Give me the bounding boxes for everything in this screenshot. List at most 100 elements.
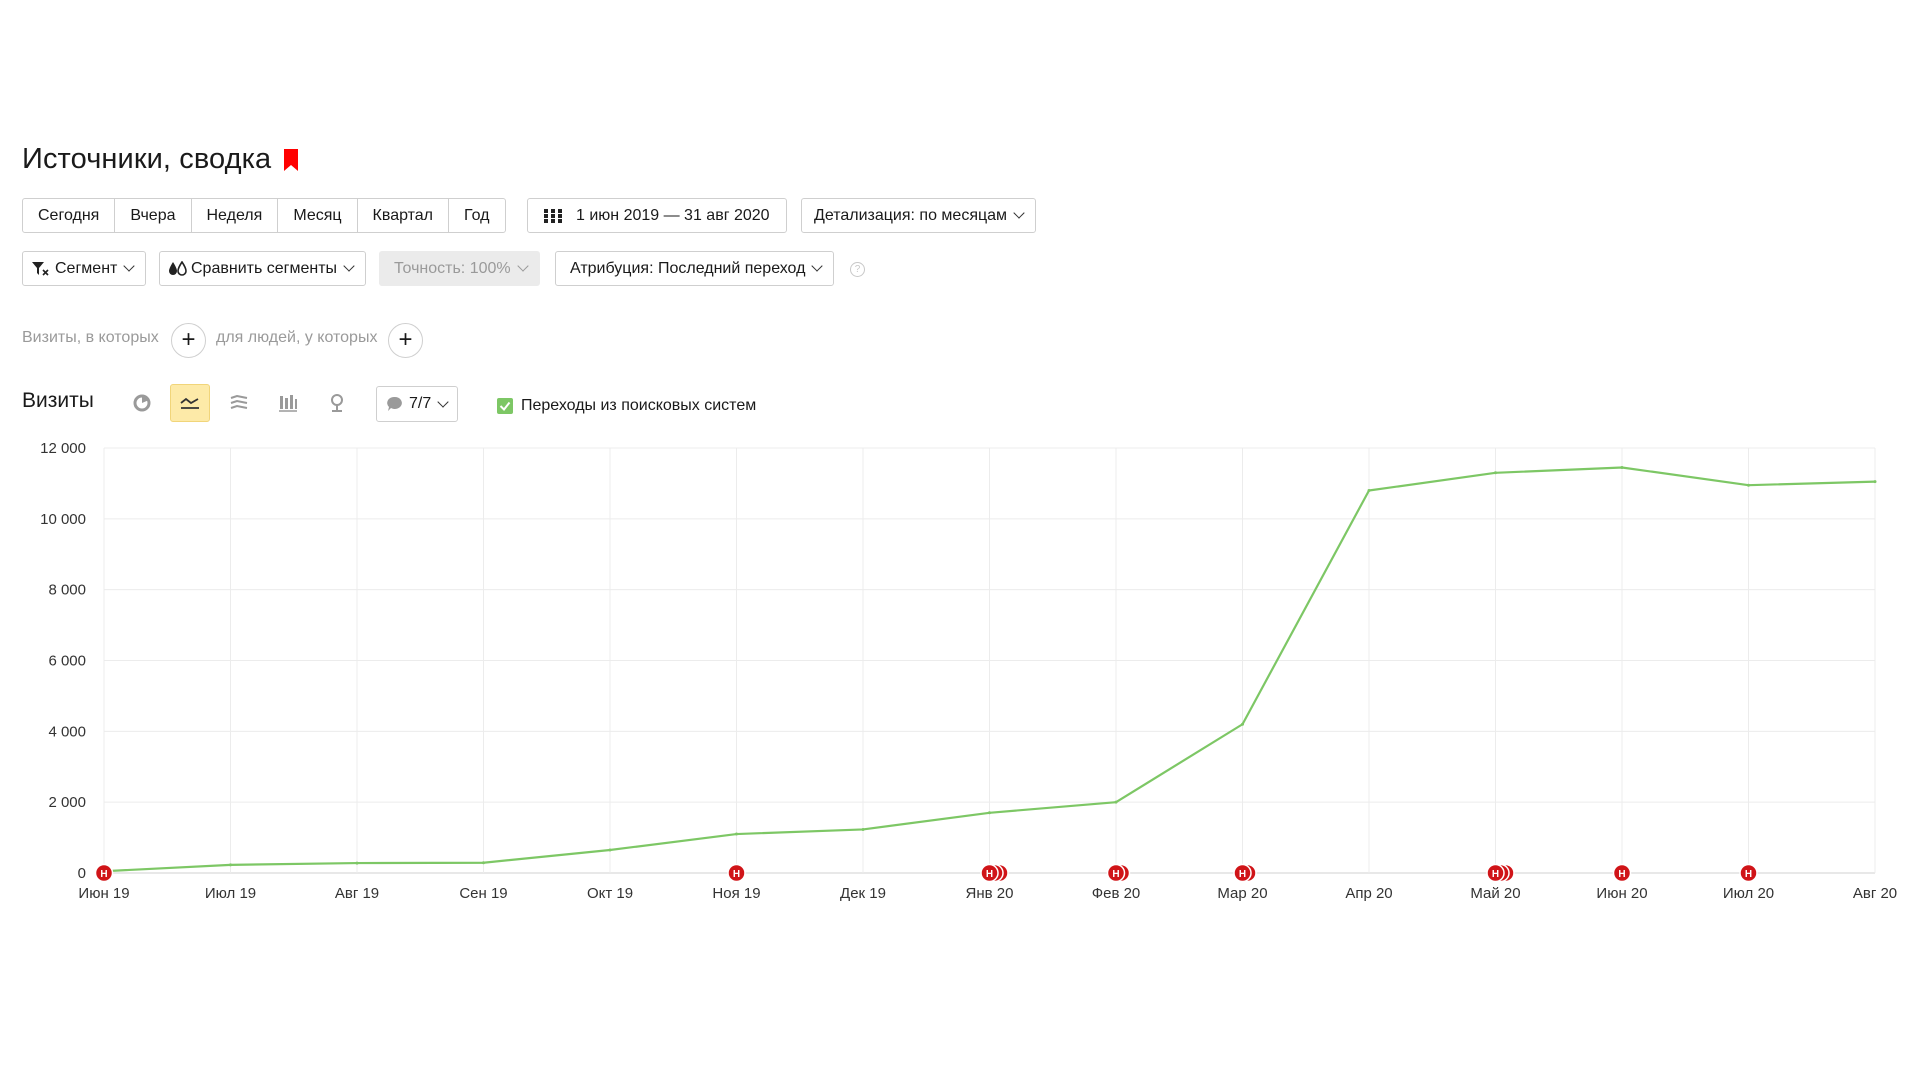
period-yesterday-button[interactable]: Вчера [115, 199, 192, 232]
annotation-marker[interactable]: Н [94, 863, 114, 883]
x-tick-label: Ноя 19 [712, 885, 760, 902]
area-chart-button[interactable] [219, 384, 259, 422]
map-chart-button[interactable] [317, 384, 357, 422]
x-tick-label: Янв 20 [966, 885, 1014, 902]
plus-icon: + [398, 325, 413, 353]
y-tick-label: 8 000 [48, 582, 86, 599]
accuracy-dropdown[interactable]: Точность: 100% [379, 251, 540, 286]
data-point[interactable] [1367, 489, 1371, 492]
add-people-condition-button[interactable]: + [388, 323, 423, 358]
date-range-button[interactable]: 1 июн 2019 — 31 авг 2020 [527, 198, 787, 233]
series-checkbox[interactable] [497, 398, 513, 414]
annotation-marker[interactable]: Н [1739, 863, 1758, 883]
annotation-marker[interactable]: Н [1612, 863, 1632, 883]
annotation-dot [1106, 863, 1126, 883]
annotation-letter: Н [1112, 869, 1119, 880]
x-tick-label: Фев 20 [1092, 885, 1141, 902]
page-title: Источники, сводка [22, 143, 272, 175]
funnel-icon [31, 261, 49, 277]
visits-filter-label: Визиты, в которых [22, 329, 159, 346]
period-selector: Сегодня Вчера Неделя Месяц Квартал Год [22, 198, 506, 233]
annotation-letter: Н [1618, 869, 1625, 880]
line-chart-icon [180, 397, 199, 409]
annotation-marker[interactable]: Н [727, 863, 746, 883]
chevron-down-icon [1013, 207, 1025, 219]
y-tick-label: 10 000 [40, 511, 86, 528]
x-tick-label: Июн 20 [1596, 885, 1647, 902]
y-tick-label: 0 [78, 865, 86, 882]
x-tick-label: Май 20 [1470, 885, 1520, 902]
period-today-button[interactable]: Сегодня [23, 199, 116, 232]
attribution-dropdown[interactable]: Атрибуция: Последний переход [555, 251, 835, 286]
annotation-marker[interactable]: Н [980, 863, 1009, 883]
y-tick-label: 4 000 [48, 723, 86, 740]
x-tick-label: Дек 19 [840, 885, 886, 902]
x-tick-label: Апр 20 [1345, 885, 1392, 902]
bar-chart-icon [279, 395, 297, 412]
data-point[interactable] [608, 848, 612, 852]
data-point[interactable] [1494, 471, 1497, 475]
data-point[interactable] [355, 861, 359, 865]
period-week-button[interactable]: Неделя [192, 199, 279, 232]
period-month-button[interactable]: Месяц [278, 199, 358, 232]
annotation-letter: Н [986, 869, 993, 880]
annotation-letter: Н [100, 869, 107, 880]
chevron-down-icon [343, 260, 355, 272]
data-point[interactable] [1620, 465, 1624, 469]
data-point[interactable] [735, 832, 738, 836]
annotation-dot [727, 863, 746, 883]
line-chart-button[interactable] [170, 384, 210, 422]
pie-chart-button[interactable] [122, 384, 162, 422]
x-tick-label: Июн 19 [78, 885, 129, 902]
area-chart-icon [230, 395, 248, 409]
checkmark-icon [499, 401, 511, 412]
chevron-down-icon [516, 260, 529, 272]
x-tick-label: Сен 19 [459, 885, 507, 902]
data-point[interactable] [1241, 722, 1244, 726]
add-visits-condition-button[interactable]: + [171, 323, 206, 358]
annotation-marker[interactable]: Н [1106, 863, 1131, 883]
annotation-marker[interactable]: Н [1486, 863, 1515, 883]
data-point[interactable] [1873, 480, 1877, 484]
bar-chart-button[interactable] [268, 384, 308, 422]
period-quarter-button[interactable]: Квартал [358, 199, 450, 232]
x-tick-label: Июл 20 [1723, 885, 1774, 902]
data-point[interactable] [1114, 800, 1118, 804]
annotation-dot [94, 863, 114, 883]
data-point[interactable] [988, 811, 991, 815]
y-tick-label: 12 000 [40, 440, 86, 457]
segment-dropdown[interactable]: Сегмент [22, 251, 147, 286]
annotation-marker[interactable]: Н [1233, 863, 1257, 883]
x-tick-label: Авг 19 [335, 885, 379, 902]
detail-dropdown[interactable]: Детализация: по месяцам [801, 198, 1037, 233]
detail-label: Детализация: по месяцам [814, 206, 1008, 224]
annotations-counter: 7/7 [409, 395, 432, 412]
chevron-down-icon [123, 260, 136, 272]
x-tick-label: Мар 20 [1217, 885, 1267, 902]
data-point[interactable] [482, 861, 485, 865]
x-tick-label: Июл 19 [205, 885, 256, 902]
pie-chart-icon [133, 394, 151, 412]
compare-segments-label: Сравнить сегменты [191, 259, 338, 277]
plus-icon: + [181, 325, 196, 353]
x-tick-label: Авг 20 [1853, 885, 1897, 902]
annotation-dot [1612, 863, 1632, 883]
map-pin-icon [331, 394, 343, 412]
compare-drops-icon [168, 260, 188, 277]
compare-segments-dropdown[interactable]: Сравнить сегменты [159, 251, 367, 286]
chevron-down-icon [437, 395, 449, 408]
period-year-button[interactable]: Год [464, 207, 490, 224]
metric-title: Визиты [22, 389, 94, 412]
data-point[interactable] [861, 827, 865, 831]
people-filter-label: для людей, у которых [216, 329, 378, 346]
data-point[interactable] [229, 863, 232, 867]
help-icon[interactable]: ? [850, 262, 865, 277]
data-point[interactable] [1747, 483, 1750, 487]
accuracy-label: Точность: 100% [394, 259, 511, 277]
annotation-letter: Н [1745, 869, 1752, 880]
annotations-toggle[interactable]: 7/7 [376, 386, 459, 422]
annotation-letter: Н [1492, 869, 1499, 880]
y-tick-label: 2 000 [48, 794, 86, 811]
annotation-letter: Н [733, 869, 740, 880]
